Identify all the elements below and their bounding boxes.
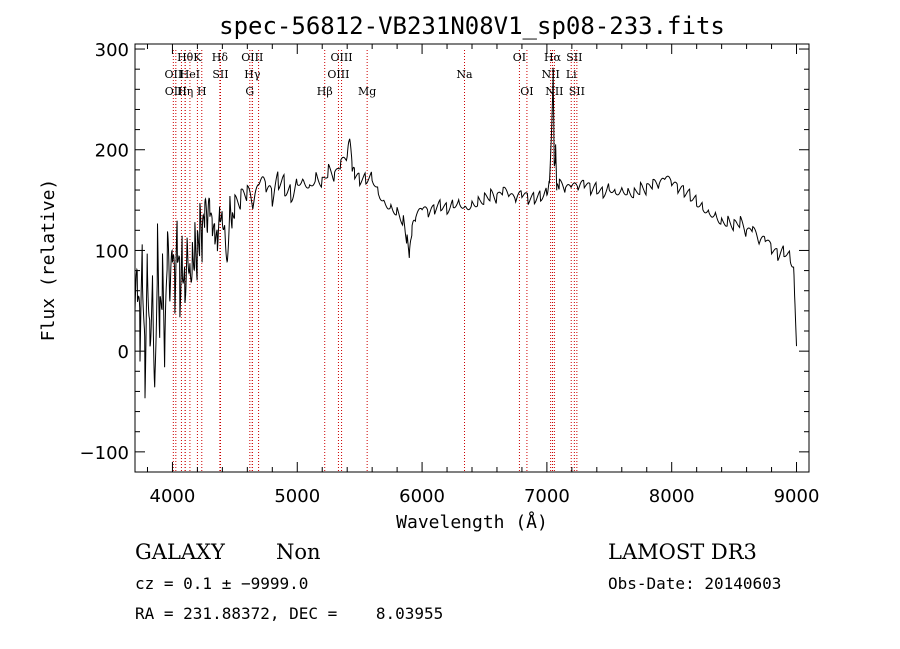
line-marker-label-14: Hβ [317, 85, 333, 98]
line-marker-label-24: SII [566, 51, 582, 64]
line-marker-label-4: Hη [177, 85, 193, 98]
y-tick-label-4: 300 [95, 40, 129, 61]
x-tick-label-4: 8000 [649, 486, 695, 507]
survey-name: LAMOST DR3 [608, 540, 757, 564]
object-subclass: Non [276, 540, 321, 564]
plot-frame [134, 43, 810, 473]
x-tick-label-5: 9000 [774, 486, 820, 507]
y-axis-label: Flux (relative) [38, 179, 59, 342]
line-marker-label-12: G [245, 85, 254, 98]
y-tick-label-1: 0 [118, 342, 129, 363]
line-marker-label-18: Na [456, 68, 473, 81]
line-marker-labels: OII OIII Hθ I Hη K HeI H Hδ SII OIII Hγ G Hβ OIII OIII M… [164, 51, 585, 98]
x-tick-label-3: 7000 [524, 486, 570, 507]
line-marker-label-15: OIII [331, 51, 353, 64]
x-axis-ticks: 4000 5000 6000 7000 8000 9000 [146, 44, 820, 507]
line-marker-label-23: NII [545, 85, 563, 98]
line-marker-label-8: Hδ [212, 51, 229, 64]
chart-title: spec-56812-VB231N08V1_sp08-233.fits [219, 12, 725, 40]
x-tick-label-2: 6000 [399, 486, 445, 507]
line-marker-label-25: Li [566, 68, 577, 81]
y-tick-label-2: 100 [95, 241, 129, 262]
line-marker-label-3: I [179, 68, 183, 81]
line-marker-label-17: Mg [358, 85, 376, 98]
x-tick-label-1: 5000 [274, 486, 320, 507]
line-marker-label-7: H [197, 85, 207, 98]
line-marker-label-16: OIII [327, 68, 349, 81]
line-marker-label-10: OIII [241, 51, 263, 64]
line-marker-label-21: Hα [544, 51, 562, 64]
coordinates-line: RA = 231.88372, DEC = 8.03955 [135, 604, 443, 623]
observation-date: Obs-Date: 20140603 [608, 574, 781, 593]
line-marker-label-20: OI [520, 85, 533, 98]
redshift-line: cz = 0.1 ± −9999.0 [135, 574, 308, 593]
line-marker-label-11: Hγ [244, 68, 261, 81]
flux-series-line [134, 67, 797, 399]
y-tick-label-0: −100 [80, 443, 129, 464]
line-marker-label-9: SII [212, 68, 228, 81]
line-marker-label-22: NII [541, 68, 559, 81]
y-axis-ticks: −100 0 100 200 300 [80, 40, 809, 464]
line-marker-label-19: OI [513, 51, 526, 64]
x-axis-label: Wavelength (Å) [396, 511, 548, 533]
line-marker-label-2: Hθ [177, 51, 194, 64]
object-class: GALAXY [135, 540, 226, 564]
line-marker-label-26: SII [569, 85, 585, 98]
line-marker-label-6: HeI [180, 68, 200, 81]
line-marker-label-5: K [193, 51, 202, 64]
y-tick-label-3: 200 [95, 141, 129, 162]
line-marker-label-0: OII [164, 68, 182, 81]
line-markers [172, 50, 578, 472]
line-marker-label-1: OIII [165, 85, 187, 98]
x-tick-label-0: 4000 [150, 486, 196, 507]
